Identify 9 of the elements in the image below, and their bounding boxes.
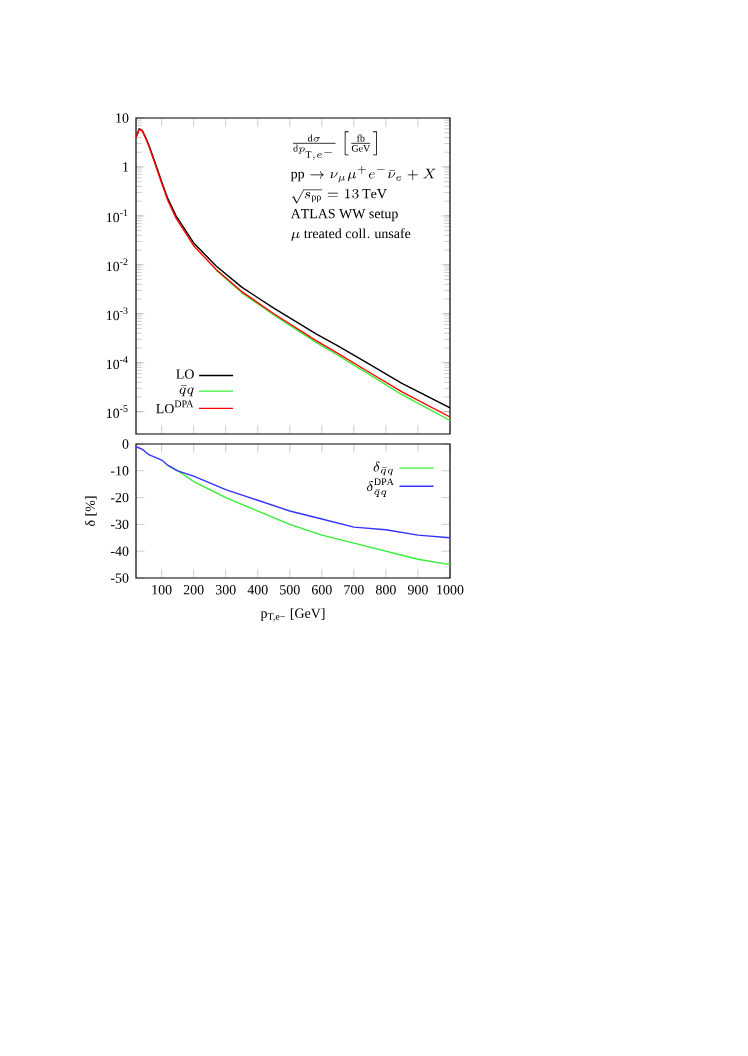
- annotation: $\sqrt{s_{\mathrm{pp}}}=13\,\mathrm{TeV}$: [291, 188, 387, 204]
- legend-label: $\delta_{\bar{q}q}$: [373, 461, 393, 476]
- line-series: [215, 269, 450, 422]
- annotation: $\mathrm{pp}\to\nu_\mu\mu^+e^-\bar\nu_e+X$: [290, 165, 436, 183]
- annotation: $\mu\ \mathrm{treated\ coll.\ unsafe}$: [291, 228, 411, 242]
- annotation: $\mathrm{ATLAS\ WW\ setup}$: [290, 208, 398, 222]
- legend-label: $\delta_{\bar{q}q}^{\mathrm{DPA}}$: [366, 478, 394, 497]
- legend-label: $\bar{q}q$: [179, 385, 194, 397]
- annotation: $\frac{\mathrm{d}\sigma}{\mathrm{d}p_{\mathrm{T},e^-}}\left[\frac{\mathrm{fb}}{\mathrm{GeV}}\right]$: [293, 131, 377, 160]
